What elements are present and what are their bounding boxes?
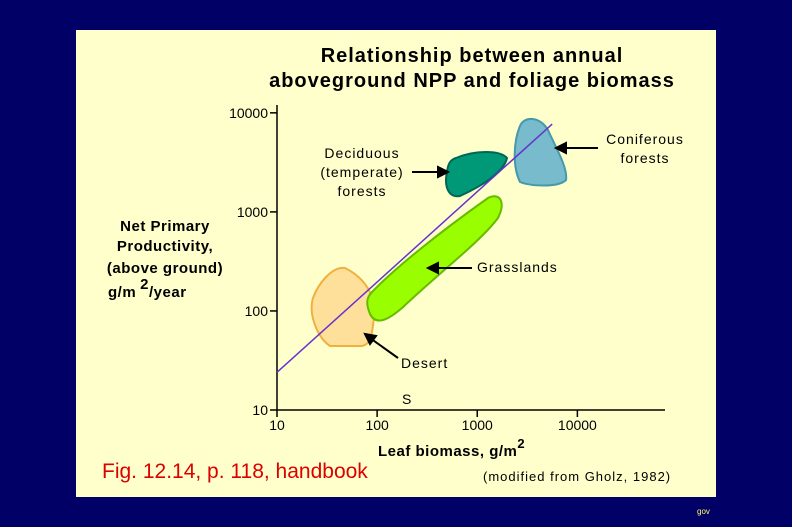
- grasslands-region: [366, 195, 503, 322]
- y-label-unit: g/m 2/year: [108, 276, 187, 301]
- title-line: aboveground NPP and foliage biomass: [269, 70, 675, 92]
- region-label: forests: [337, 183, 386, 199]
- deciduous-region: [445, 151, 509, 198]
- y-tick-label: 100: [245, 303, 269, 319]
- panel: [76, 30, 716, 497]
- x-tick-label: 10: [269, 417, 285, 433]
- footer: gov: [697, 507, 710, 516]
- y-label: Net Primary: [120, 218, 210, 235]
- source: (modified from Gholz, 1982): [483, 469, 671, 484]
- unit-rest: /year: [149, 284, 187, 301]
- arrows: [363, 141, 598, 359]
- trend-line: [276, 123, 553, 373]
- x-label: Leaf biomass, g/m2: [378, 436, 525, 460]
- region-label: Deciduous: [324, 145, 399, 161]
- plot: 10 100 1000 10000 10 100 1000 10000: [229, 105, 665, 433]
- x-tick-label: 10000: [558, 417, 597, 433]
- region-label: Desert: [401, 355, 448, 371]
- y-label: (above ground): [107, 260, 223, 277]
- title-line: Relationship between annual: [321, 45, 624, 67]
- x-tick-label: 100: [365, 417, 389, 433]
- coniferous-region: [513, 118, 568, 187]
- unit: g/m: [108, 284, 136, 301]
- unit-sup: 2: [140, 276, 149, 293]
- region-label: forests: [620, 150, 669, 166]
- region-label: Coniferous: [606, 131, 684, 147]
- x-tick-label: 1000: [462, 417, 493, 433]
- y-label: Productivity,: [117, 238, 213, 255]
- y-tick-label: 1000: [237, 204, 268, 220]
- y-tick-label: 10: [252, 402, 268, 418]
- x-label-text: Leaf biomass, g/m: [378, 443, 517, 460]
- marker-text: S: [402, 391, 412, 407]
- region-label: (temperate): [320, 164, 403, 180]
- region-label: Grasslands: [477, 259, 558, 275]
- y-tick-label: 10000: [229, 105, 268, 121]
- x-label-sup: 2: [517, 436, 525, 451]
- caption: Fig. 12.14, p. 118, handbook: [102, 460, 368, 483]
